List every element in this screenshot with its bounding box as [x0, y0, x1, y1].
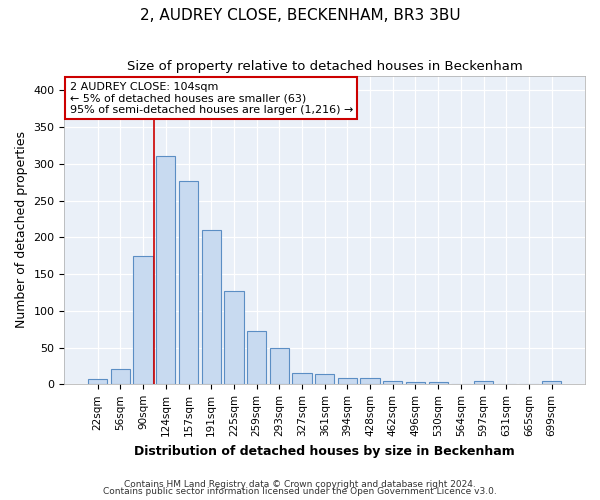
Text: 2, AUDREY CLOSE, BECKENHAM, BR3 3BU: 2, AUDREY CLOSE, BECKENHAM, BR3 3BU: [140, 8, 460, 22]
Text: Contains public sector information licensed under the Open Government Licence v3: Contains public sector information licen…: [103, 487, 497, 496]
Bar: [247, 330, 266, 384]
Bar: [202, 230, 221, 384]
X-axis label: Distribution of detached houses by size in Beckenham: Distribution of detached houses by size …: [134, 444, 515, 458]
Bar: [361, 378, 380, 384]
Bar: [269, 348, 289, 384]
Text: 2 AUDREY CLOSE: 104sqm
← 5% of detached houses are smaller (63)
95% of semi-deta: 2 AUDREY CLOSE: 104sqm ← 5% of detached …: [70, 82, 353, 115]
Bar: [133, 256, 153, 384]
Bar: [542, 380, 562, 384]
Bar: [315, 374, 334, 384]
Bar: [88, 379, 107, 384]
Text: Contains HM Land Registry data © Crown copyright and database right 2024.: Contains HM Land Registry data © Crown c…: [124, 480, 476, 489]
Bar: [406, 382, 425, 384]
Y-axis label: Number of detached properties: Number of detached properties: [15, 132, 28, 328]
Bar: [111, 369, 130, 384]
Title: Size of property relative to detached houses in Beckenham: Size of property relative to detached ho…: [127, 60, 523, 73]
Bar: [292, 374, 311, 384]
Bar: [338, 378, 357, 384]
Bar: [428, 382, 448, 384]
Bar: [179, 180, 198, 384]
Bar: [474, 380, 493, 384]
Bar: [383, 380, 403, 384]
Bar: [156, 156, 175, 384]
Bar: [224, 291, 244, 384]
